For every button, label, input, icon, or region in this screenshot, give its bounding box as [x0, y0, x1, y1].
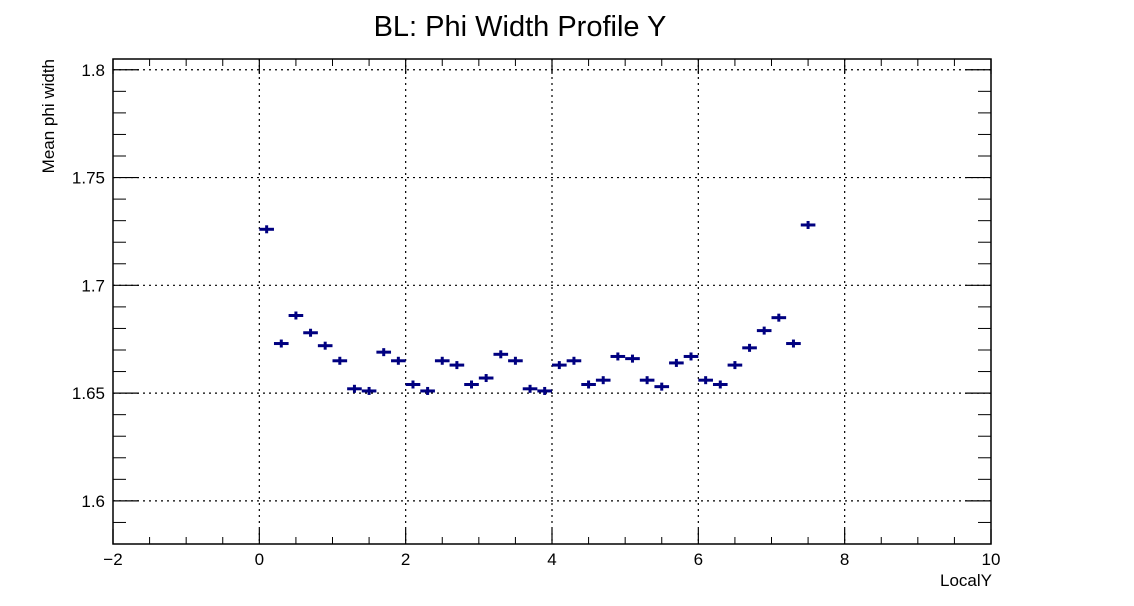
chart-title: BL: Phi Width Profile Y	[374, 11, 667, 43]
data-point	[405, 380, 421, 389]
data-series	[259, 220, 816, 395]
data-point	[756, 326, 772, 335]
x-tick-label: 10	[982, 550, 1001, 569]
data-point	[361, 386, 377, 395]
data-point	[478, 374, 494, 383]
data-point	[288, 311, 304, 320]
data-point	[654, 382, 670, 391]
data-point	[434, 356, 450, 365]
data-point	[800, 220, 816, 229]
data-point	[376, 348, 392, 357]
x-tick-label: −2	[103, 550, 122, 569]
data-point	[420, 386, 435, 395]
x-tick-label: 2	[401, 550, 410, 569]
data-point	[669, 358, 684, 367]
y-tick-label: 1.8	[81, 61, 105, 80]
y-axis-label: Mean phi width	[39, 59, 58, 173]
data-point	[742, 343, 757, 352]
y-tick-label: 1.65	[72, 384, 105, 403]
data-point	[712, 380, 728, 389]
data-point	[332, 356, 348, 365]
data-point	[303, 328, 318, 337]
y-tick-label: 1.75	[72, 169, 105, 188]
x-tick-label: 0	[255, 550, 264, 569]
x-tick-label: 6	[694, 550, 703, 569]
data-point	[317, 341, 333, 350]
data-point	[625, 354, 640, 363]
axis-ticks	[112, 59, 992, 545]
data-point	[273, 339, 289, 348]
data-point	[610, 352, 626, 361]
data-point	[771, 313, 787, 322]
data-point	[698, 376, 713, 385]
grid	[113, 59, 991, 544]
data-point	[493, 350, 509, 359]
data-point	[639, 376, 655, 385]
y-tick-label: 1.7	[81, 276, 105, 295]
data-point	[259, 225, 274, 234]
data-point	[464, 380, 479, 389]
data-point	[449, 361, 465, 370]
data-point	[347, 384, 362, 393]
data-point	[581, 380, 596, 389]
data-point	[595, 376, 611, 385]
data-point	[566, 356, 582, 365]
data-point	[786, 339, 801, 348]
x-axis-label: LocalY	[940, 571, 992, 590]
y-tick-label: 1.6	[81, 492, 105, 511]
data-point	[552, 361, 567, 370]
data-point	[508, 356, 523, 365]
data-point	[683, 352, 699, 361]
data-point	[727, 361, 743, 370]
x-tick-label: 4	[547, 550, 556, 569]
data-point	[537, 386, 552, 395]
data-point	[522, 384, 538, 393]
x-tick-label: 8	[840, 550, 849, 569]
axis-tick-labels: −2 0 2 4 6 8 10 1.6 1.65 1.7 1.75 1.8	[72, 61, 1001, 569]
data-point	[391, 356, 406, 365]
